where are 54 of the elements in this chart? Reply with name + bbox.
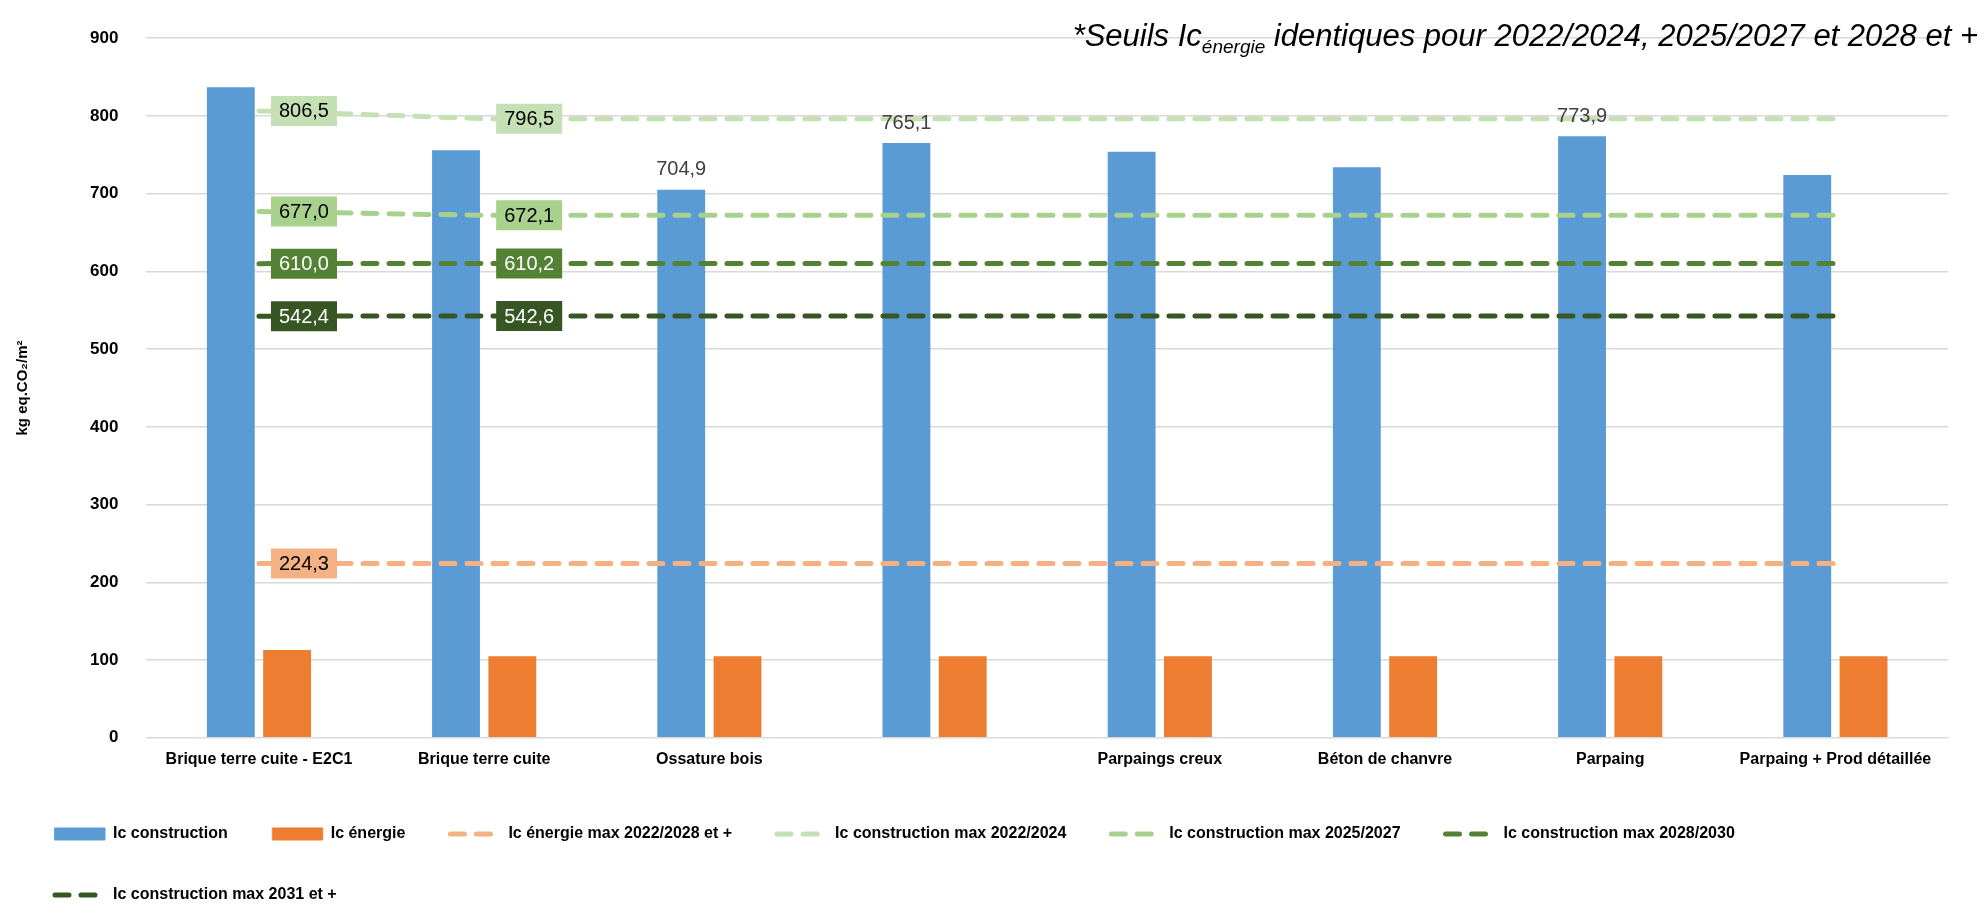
bar: [1164, 656, 1212, 738]
x-tick-label: Ossature bois: [656, 749, 763, 767]
bar: [882, 143, 931, 738]
bar: [1839, 656, 1888, 738]
data-label: 610,0: [278, 252, 329, 275]
legend-label: Ic énergie: [330, 824, 406, 842]
y-tick-label: 100: [89, 649, 119, 669]
bar: [488, 656, 537, 738]
data-label: 773,9: [1557, 103, 1608, 126]
bar: [1389, 656, 1438, 738]
y-tick-label: 0: [108, 727, 119, 747]
bar: [1558, 136, 1606, 738]
y-tick-label: 800: [89, 105, 119, 125]
data-label: 672,1: [504, 203, 555, 226]
y-tick-label: 500: [89, 338, 119, 358]
data-label: 806,5: [278, 99, 329, 122]
bar: [206, 87, 255, 738]
data-label: 677,0: [278, 200, 329, 223]
x-tick-label: Parpaing + Prod détaillée: [1739, 749, 1932, 767]
y-tick-label: 900: [89, 27, 119, 47]
y-axis-title: kg eq.CO₂/m²: [13, 340, 31, 436]
bar: [657, 189, 706, 738]
data-label: 542,4: [278, 304, 329, 327]
bar: [1783, 175, 1832, 738]
y-tick-label: 200: [89, 572, 119, 592]
bar: [432, 150, 480, 738]
bar: [1107, 151, 1156, 738]
legend-label: Ic construction max 2031 et +: [113, 885, 337, 903]
annotation: *Seuils Ic$_{énergie}$ identiques pour 2022/2024, 2025/2027 et 2028 et +: [1072, 18, 1978, 59]
data-label: 704,9: [656, 157, 707, 180]
bar: [713, 656, 762, 738]
bar: [1614, 656, 1663, 738]
x-tick-label: Béton de chanvre: [1317, 749, 1453, 767]
y-tick-label: 700: [89, 183, 119, 203]
bar: [938, 656, 987, 738]
bar: [1332, 167, 1381, 738]
y-tick-label: 400: [89, 416, 119, 436]
y-tick-label: 600: [89, 261, 119, 281]
data-label: 796,5: [504, 107, 555, 130]
legend-label: Ic construction max 2025/2027: [1169, 824, 1401, 842]
x-tick-label: Parpaing: [1575, 749, 1645, 767]
data-label: 224,3: [278, 551, 329, 574]
data-label: 542,6: [504, 304, 555, 327]
data-label: 765,1: [881, 110, 932, 133]
legend-label: Ic construction: [113, 824, 228, 842]
x-tick-label: Parpaings creux: [1097, 749, 1223, 767]
legend-label: Ic construction max 2028/2030: [1503, 824, 1735, 842]
x-tick-label: Brique terre cuite: [417, 749, 551, 767]
data-label: 610,2: [504, 251, 555, 274]
legend-label: Ic construction max 2022/2024: [835, 824, 1067, 842]
legend-label: Ic énergie max 2022/2028 et +: [508, 824, 733, 842]
y-tick-label: 300: [89, 494, 119, 514]
bar: [263, 649, 312, 738]
x-tick-label: Brique terre cuite - E2C1: [165, 749, 353, 767]
